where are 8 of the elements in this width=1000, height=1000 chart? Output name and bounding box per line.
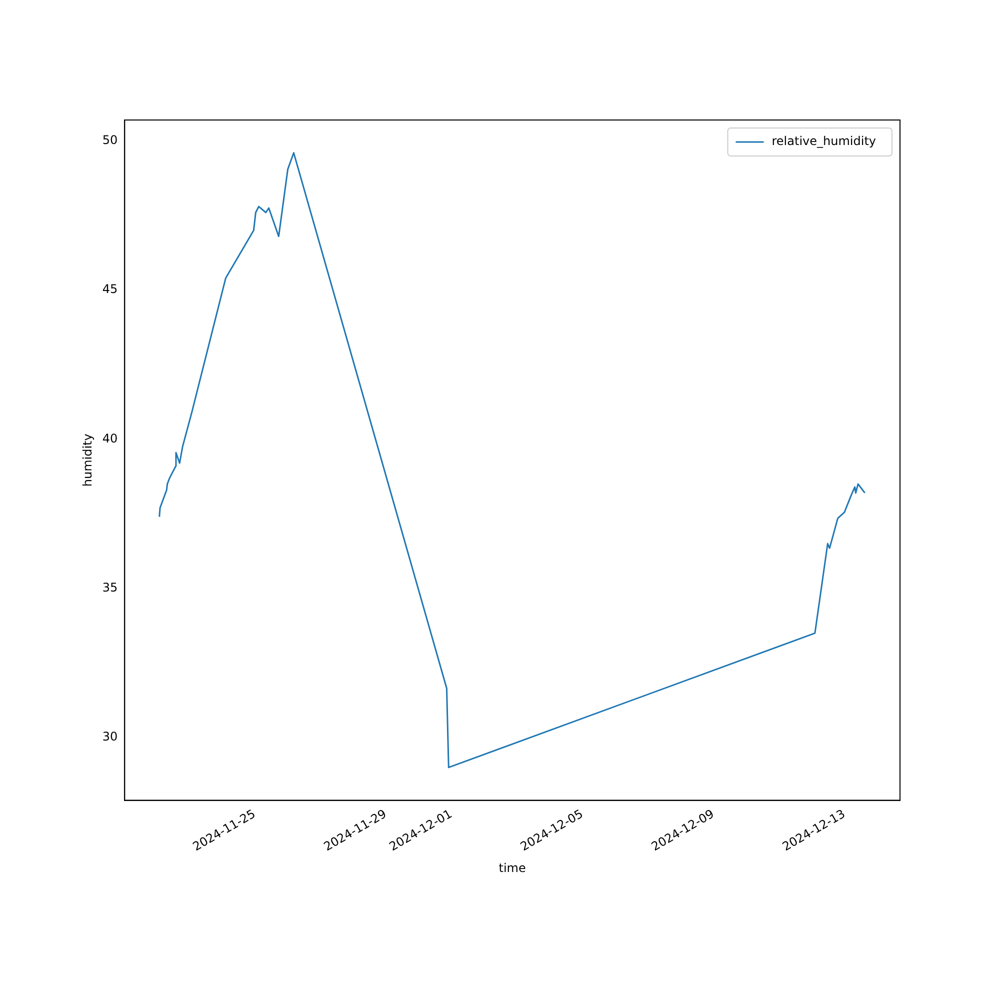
legend-label: relative_humidity: [772, 134, 876, 148]
y-tick-label: 50: [102, 133, 118, 148]
y-axis-title: humidity: [80, 434, 94, 487]
y-tick-label: 40: [102, 431, 118, 446]
y-tick-label: 45: [102, 282, 118, 296]
y-tick-label: 35: [102, 580, 118, 595]
y-tick-label: 30: [102, 730, 118, 744]
x-axis-title: time: [498, 860, 526, 875]
